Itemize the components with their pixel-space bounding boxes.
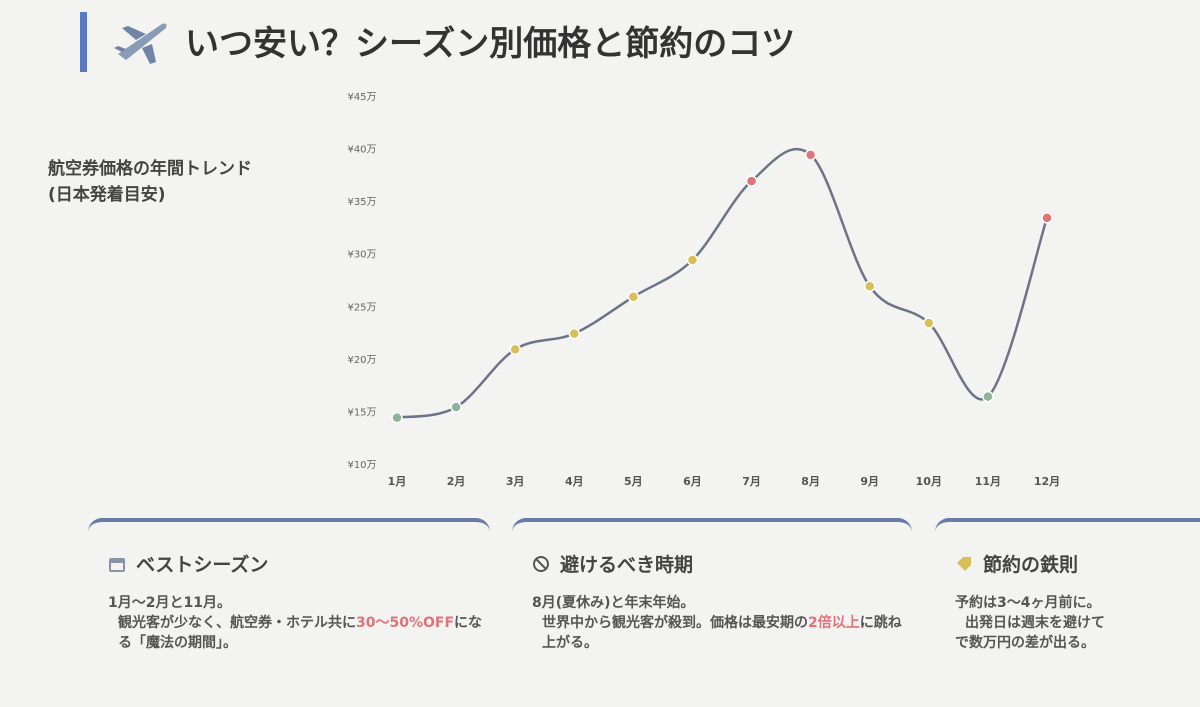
card-text: 予約は3〜4ヶ月前に。 bbox=[955, 595, 1101, 611]
x-tick-label: 11月 bbox=[975, 475, 1001, 488]
card-title: 避けるべき時期 bbox=[560, 554, 694, 576]
tag-icon bbox=[957, 556, 971, 571]
y-tick-label: ¥35万 bbox=[347, 197, 376, 208]
data-point bbox=[804, 149, 817, 161]
data-point bbox=[509, 343, 521, 356]
data-point bbox=[450, 401, 462, 413]
data-point bbox=[923, 317, 935, 329]
text: 世界中から観光客が殺到。価格は最安期の bbox=[542, 615, 808, 631]
data-point bbox=[863, 280, 876, 293]
chart-title-line: 航空券価格の年間トレンド bbox=[48, 159, 252, 179]
y-tick-label: ¥30万 bbox=[347, 250, 376, 261]
chart-title: 航空券価格の年間トレンド (日本発着目安) bbox=[48, 156, 252, 208]
data-point bbox=[1041, 212, 1053, 224]
highlight: 30〜50%OFF bbox=[356, 615, 455, 631]
y-tick-label: ¥10万 bbox=[347, 460, 376, 471]
highlight: 2倍以上 bbox=[808, 615, 860, 631]
y-tick-label: ¥20万 bbox=[347, 355, 376, 366]
plane-icon bbox=[114, 23, 167, 64]
card: 避けるべき時期 8月(夏休み)と年末年始。 世界中から観光客が殺到。価格は最安期… bbox=[512, 518, 912, 707]
card-text: 出発日は週末を避けて bbox=[965, 615, 1105, 631]
x-tick-label: 10月 bbox=[916, 475, 942, 488]
card-heading: ベストシーズン bbox=[108, 550, 490, 577]
text: 観光客が少なく、航空券・ホテル共に bbox=[118, 615, 356, 631]
x-tick-label: 12月 bbox=[1034, 475, 1060, 488]
card: 節約の鉄則 予約は3〜4ヶ月前に。 出発日は週末を避けて で数万円の差が出る。 bbox=[935, 518, 1200, 707]
card-heading: 節約の鉄則 bbox=[955, 550, 1200, 577]
data-point bbox=[627, 291, 640, 303]
x-tick-label: 4月 bbox=[565, 475, 584, 488]
card-text: 1月〜2月と11月。 bbox=[108, 595, 231, 611]
data-point bbox=[745, 175, 758, 187]
data-point bbox=[391, 411, 403, 424]
y-tick-label: ¥40万 bbox=[347, 145, 376, 156]
card-title: ベストシーズン bbox=[136, 554, 269, 576]
card-heading: 避けるべき時期 bbox=[532, 550, 912, 577]
card-text: で数万円の差が出る。 bbox=[955, 635, 1095, 651]
x-tick-label: 8月 bbox=[801, 475, 820, 488]
price-line bbox=[396, 147, 1049, 419]
text: に跳ね上がる。 bbox=[542, 615, 902, 651]
x-tick-label: 2月 bbox=[447, 475, 466, 488]
x-tick-label: 1月 bbox=[388, 475, 407, 488]
slide-title: いつ安い？シーズン別価格と節約のコツ bbox=[185, 24, 796, 64]
x-tick-label: 7月 bbox=[742, 475, 761, 488]
card-text: 8月(夏休み)と年末年始。 bbox=[532, 595, 695, 611]
x-tick-label: 9月 bbox=[860, 475, 879, 488]
x-tick-label: 3月 bbox=[506, 475, 525, 488]
x-tick-label: 5月 bbox=[624, 475, 643, 488]
chart: ¥10万 ¥15万 ¥20万 ¥25万 ¥30万 ¥35万 ¥40万 ¥45万 1月 2月 3月 4月… bbox=[347, 92, 1060, 488]
data-point bbox=[568, 327, 581, 340]
y-tick-label: ¥15万 bbox=[347, 407, 376, 418]
accent-bar bbox=[80, 12, 87, 72]
y-tick-label: ¥45万 bbox=[347, 92, 376, 103]
card: ベストシーズン 1月〜2月と11月。 観光客が少なく、航空券・ホテル共に30〜5… bbox=[88, 518, 490, 707]
x-tick-label: 6月 bbox=[683, 475, 702, 488]
chart-title-line: (日本発着目安) bbox=[48, 185, 166, 205]
calendar-icon bbox=[109, 557, 125, 572]
data-point bbox=[982, 390, 994, 403]
y-tick-label: ¥25万 bbox=[347, 302, 376, 313]
card-text: 世界中から観光客が殺到。価格は最安期の2倍以上に跳ね上がる。 bbox=[532, 613, 912, 653]
card-text: 観光客が少なく、航空券・ホテル共に30〜50%OFFになる「魔法の期間」。 bbox=[108, 613, 490, 653]
data-point bbox=[686, 254, 699, 266]
no-icon bbox=[533, 555, 549, 572]
card-title: 節約の鉄則 bbox=[983, 554, 1079, 576]
text: になる「魔法の期間」。 bbox=[118, 615, 483, 651]
